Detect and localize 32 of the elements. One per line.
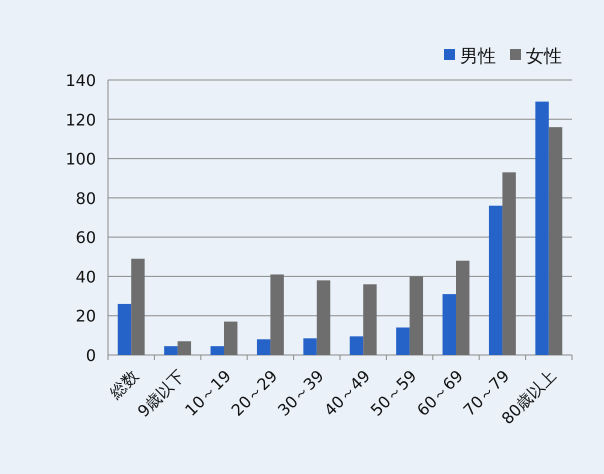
y-tick-label: 60 <box>76 228 96 248</box>
bar <box>210 346 224 355</box>
bar <box>363 284 377 355</box>
bar <box>350 336 364 355</box>
y-tick-label: 140 <box>65 71 96 90</box>
bar <box>256 339 270 355</box>
bar <box>410 276 424 355</box>
y-tick-label: 0 <box>86 346 96 365</box>
legend: 男性 女性 <box>444 46 562 67</box>
bar <box>456 260 470 355</box>
bar <box>535 102 549 355</box>
y-tick-label: 100 <box>65 150 96 169</box>
bar <box>488 206 502 355</box>
bar <box>118 304 132 355</box>
legend-label: 女性 <box>526 46 562 67</box>
bar <box>178 341 192 355</box>
y-tick-label: 20 <box>76 306 96 326</box>
y-tick-label: 80 <box>76 188 96 208</box>
bar <box>224 322 238 355</box>
bar <box>548 127 562 355</box>
bar <box>442 294 456 355</box>
x-tick-label: 総数 <box>105 366 142 404</box>
bar <box>303 338 317 355</box>
legend-label: 男性 <box>460 46 496 67</box>
y-tick-label: 40 <box>76 267 96 286</box>
bar <box>270 274 284 355</box>
bar <box>502 172 516 355</box>
y-tick-label: 120 <box>65 110 96 130</box>
bar <box>131 258 145 355</box>
bar <box>396 328 410 355</box>
bar <box>316 280 330 355</box>
bar <box>164 346 178 355</box>
